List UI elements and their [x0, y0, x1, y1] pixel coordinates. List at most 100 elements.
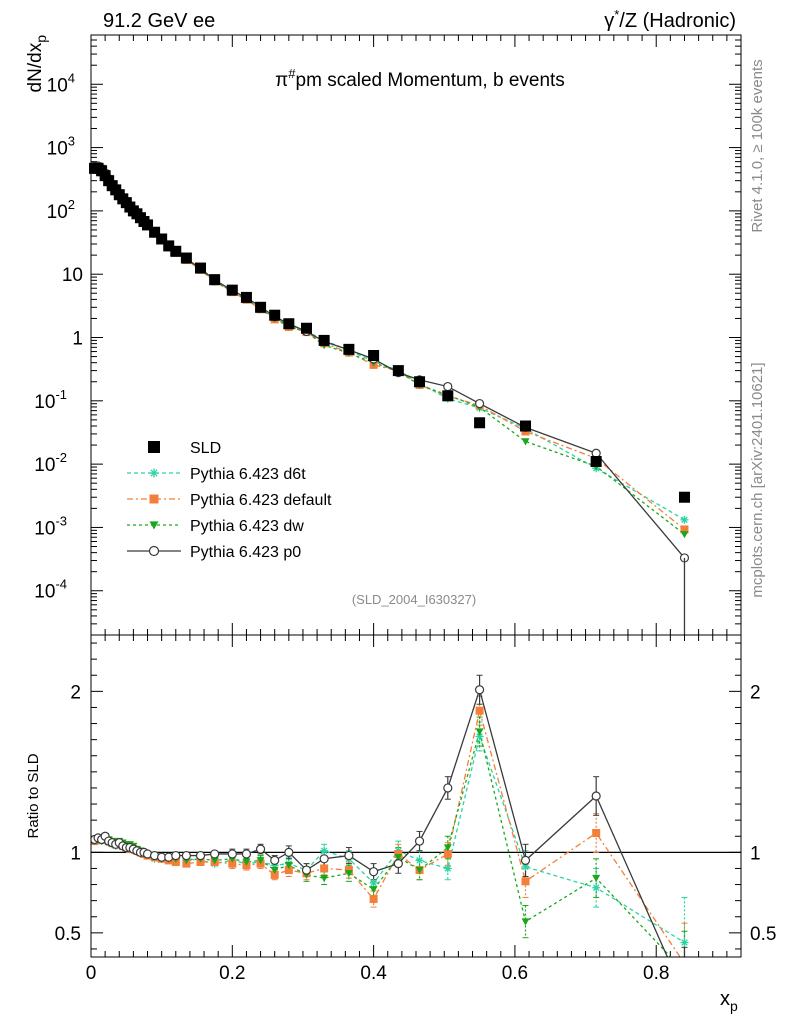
ratio-y-tick-label-right: 1 [750, 843, 761, 864]
ratio-point-d6t [592, 883, 601, 892]
ratio-point-p0 [520, 855, 531, 866]
ratio-point-p0 [284, 847, 294, 857]
ratio-point-default [443, 849, 452, 858]
main-point-sld [163, 240, 175, 252]
ratio-point-p0 [344, 850, 354, 861]
legend-label-sld: SLD [190, 440, 221, 457]
ratio-point-dw [210, 857, 219, 865]
ratio-y-tick-label-left: 1 [70, 843, 81, 864]
ratio-point-dw [415, 866, 424, 875]
ratio-point-dw [394, 853, 403, 862]
main-point-dw [521, 438, 530, 446]
ratio-point-default [521, 877, 530, 886]
main-point-sld [368, 349, 380, 361]
legend-label-d6t: Pythia 6.423 d6t [190, 466, 306, 483]
ratio-point-p0 [171, 850, 181, 861]
y-tick-label: 104 [47, 70, 75, 96]
y-tick-label: 10-1 [34, 387, 67, 413]
legend-label-dw: Pythia 6.423 dw [190, 518, 304, 535]
main-point-sld [414, 376, 426, 388]
main-point-sld [392, 365, 404, 377]
main-point-dw [680, 531, 689, 539]
main-point-sld [195, 262, 207, 274]
ratio-panel: Ratio to SLD xp 0.5 0.5 1 1 2 2 0 0.2 0.4 0.6 0.8 [25, 634, 776, 1014]
main-panel: π#pm scaled Momentum, b events dN/dxp (S… [25, 34, 742, 636]
main-point-sld [678, 491, 690, 503]
ratio-point-dw [320, 874, 329, 883]
ratio-point-d6t [369, 878, 378, 887]
ratio-point-default [369, 895, 378, 904]
ratio-point-dw [443, 844, 452, 852]
main-plot-title: π#pm scaled Momentum, b events [275, 66, 565, 91]
ratio-point-p0 [255, 844, 266, 854]
ratio-point-dw [344, 870, 353, 878]
y-tick-label: 10-2 [34, 450, 67, 476]
ratio-point-dw [369, 886, 378, 894]
ratio-y-tick-label-right: 0.5 [750, 924, 776, 945]
main-point-sld [180, 252, 192, 264]
ratio-point-dw [592, 874, 601, 883]
ratio-y-tick-label-left: 0.5 [55, 924, 81, 945]
legend-marker-dw [149, 521, 159, 530]
main-point-sld [269, 309, 281, 321]
ratio-axis-ticks: 0.5 0.5 1 1 2 2 0 0.2 0.4 0.6 0.8 [55, 635, 776, 984]
legend-label-default: Pythia 6.423 default [190, 492, 332, 509]
ratio-series-group [91, 674, 689, 957]
main-series-group [89, 161, 690, 635]
ratio-point-p0 [474, 685, 485, 695]
ratio-point-p0 [591, 791, 601, 801]
y-tick-label: 10 [62, 265, 83, 286]
ratio-point-p0 [369, 867, 379, 877]
main-point-sld [343, 343, 355, 355]
x-tick-label: 0.8 [643, 963, 669, 984]
header-right: γ*/Z (Hadronic) [604, 7, 736, 32]
ratio-point-default [270, 870, 279, 879]
legend-marker-sld [148, 441, 160, 453]
ratio-point-default [228, 859, 237, 868]
ratio-point-p0 [241, 849, 252, 859]
legend-marker-p0 [148, 545, 160, 557]
legend: SLD Pythia 6.423 d6t Pythia 6.423 default P… [127, 440, 332, 561]
ratio-point-p0 [319, 854, 329, 864]
mcplots-source-note: mcplots.cern.ch [arXiv:2401.10621] [749, 362, 766, 597]
ratio-point-d6t [320, 846, 329, 855]
x-tick-label: 0.2 [219, 963, 245, 984]
ratio-point-dw [242, 858, 251, 867]
ratio-point-p0 [443, 783, 453, 793]
ratio-point-default [344, 866, 353, 875]
main-point-sld [474, 417, 486, 429]
main-point-sld [283, 318, 295, 330]
x-tick-label: 0.4 [360, 963, 387, 984]
ratio-point-dw [475, 728, 484, 736]
ratio-line-d6t [94, 734, 685, 944]
main-point-sld [170, 245, 182, 257]
ratio-point-p0 [301, 865, 312, 875]
main-point-p0 [474, 398, 485, 409]
ratio-point-dw [270, 866, 279, 875]
ratio-point-default [320, 864, 329, 873]
ratio-point-default [284, 866, 293, 875]
main-point-sld [318, 334, 330, 346]
ratio-point-p0 [195, 850, 206, 861]
main-point-d6t [680, 515, 689, 524]
main-point-sld [209, 274, 221, 286]
ratio-point-d6t [475, 732, 484, 741]
header-left: 91.2 GeV ee [103, 10, 215, 32]
main-point-sld [226, 284, 238, 296]
ratio-point-default [394, 849, 403, 858]
main-point-p0 [443, 381, 453, 392]
ratio-point-p0 [270, 855, 280, 866]
ratio-point-p0 [181, 850, 191, 861]
ratio-point-default [475, 706, 484, 715]
x-tick-label: 0 [86, 963, 97, 984]
main-point-sld [590, 456, 602, 468]
ratio-point-dw [284, 862, 293, 870]
main-point-sld [149, 226, 161, 238]
main-point-sld [300, 322, 312, 334]
ratio-y-tick-label-right: 2 [750, 682, 761, 703]
legend-marker-default [149, 494, 159, 504]
ratio-point-d6t [415, 856, 424, 865]
ratio-plot-frame [90, 634, 742, 958]
y-tick-label: 103 [47, 134, 75, 160]
